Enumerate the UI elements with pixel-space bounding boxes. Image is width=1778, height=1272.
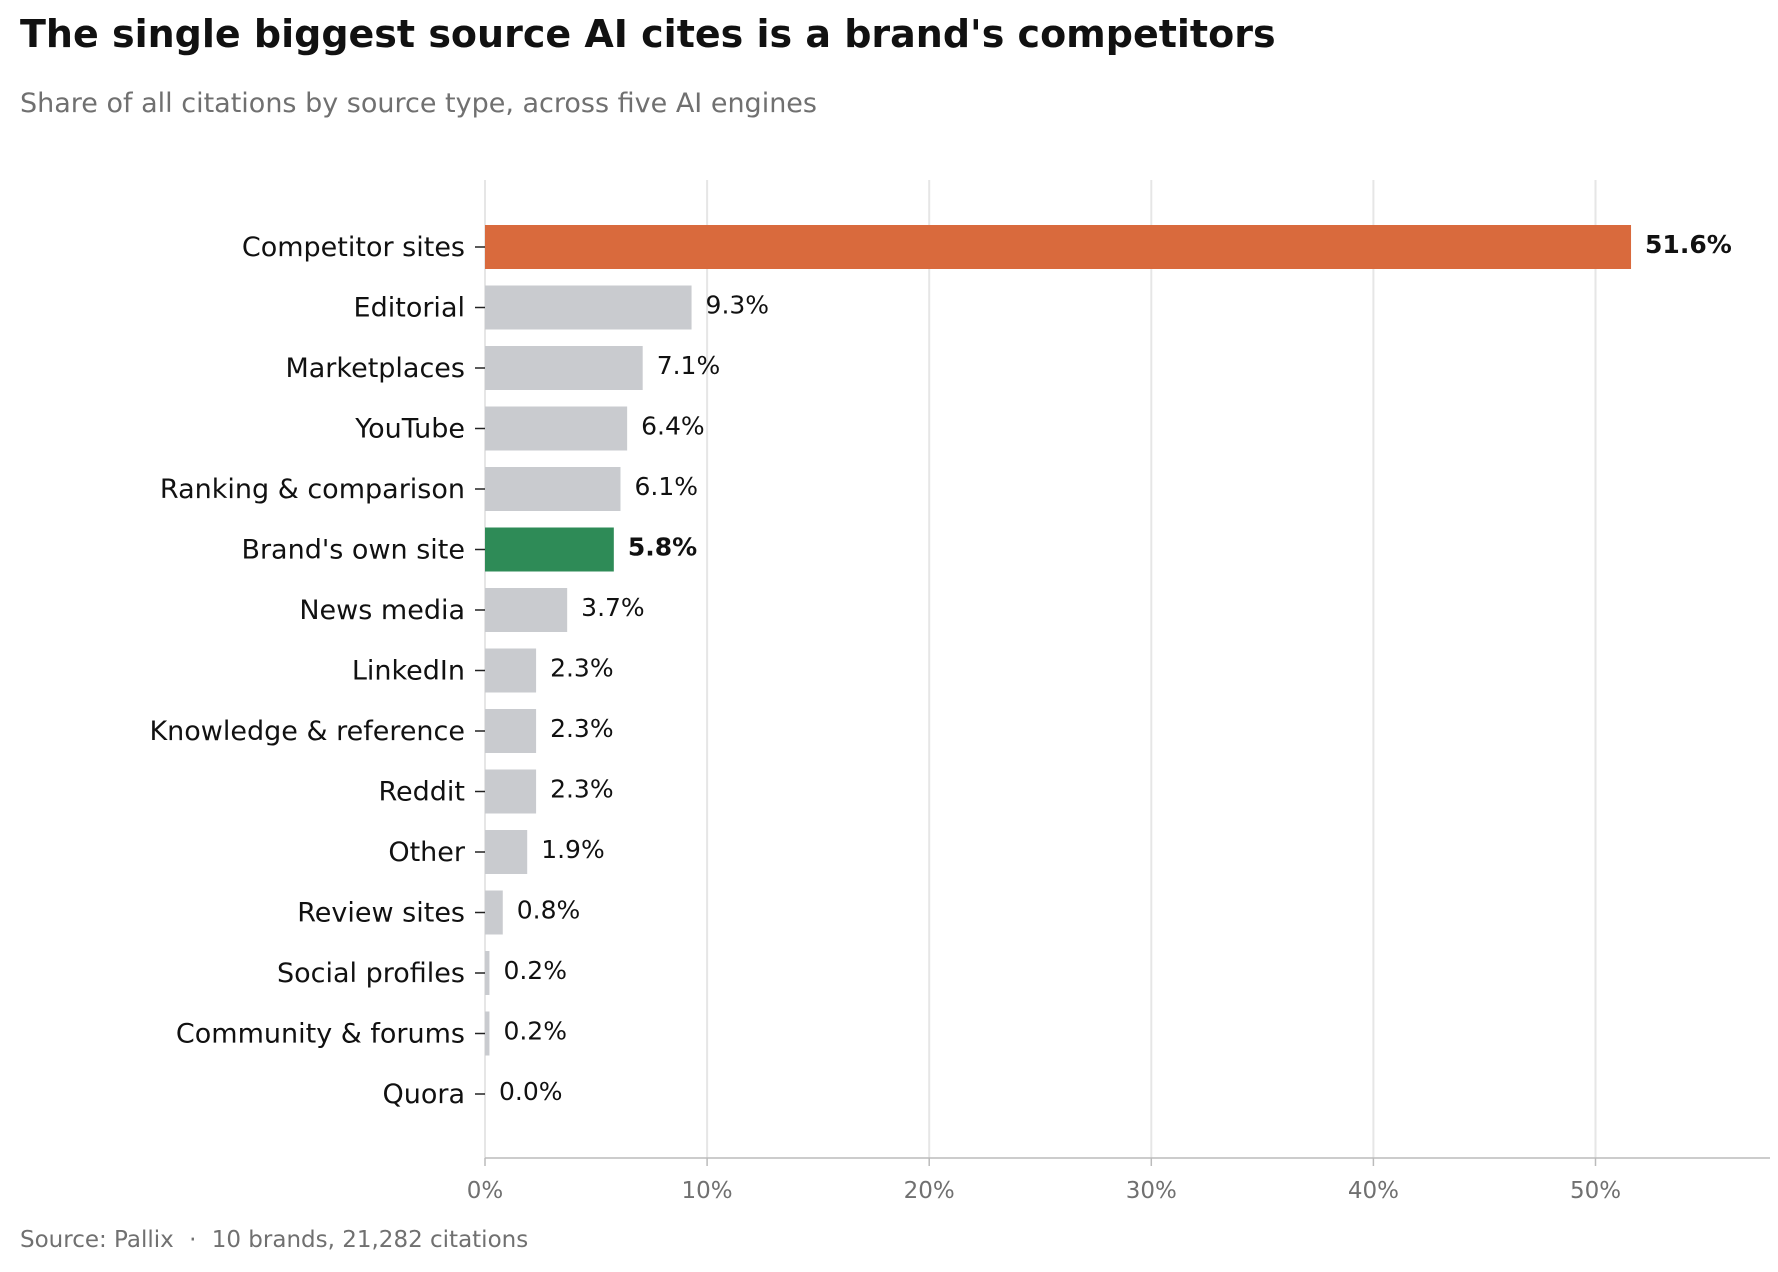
bar [485,285,692,330]
source-detail: 10 brands, 21,282 citations [211,1227,529,1253]
category-label: LinkedIn [352,656,465,687]
labels: Competitor sites 51.6% Editorial 9.3% Market… [149,230,1731,1110]
chart-subtitle: Share of all citations by source type, a… [20,88,817,119]
value-label: 1.9% [541,835,605,864]
x-tick-label: 30% [1126,1178,1177,1204]
bar [485,709,537,753]
x-tick-label: 50% [1570,1178,1621,1204]
category-label: Brand's own site [241,535,465,566]
x-tick-label: 0% [467,1178,504,1204]
value-label: 7.1% [657,351,721,380]
bar [485,951,490,995]
category-label: Quora [382,1079,465,1110]
category-label: YouTube [354,414,465,445]
category-label: Marketplaces [285,353,465,384]
chart-title: The single biggest source AI cites is a … [20,12,1276,56]
source-label: Source: Pallix [20,1227,174,1253]
x-tick-label: 40% [1348,1178,1399,1204]
category-label: Reddit [378,777,465,808]
bar [485,1011,490,1056]
value-label: 3.7% [581,593,645,622]
axes: 0% 10% 20% 30% 40% 50% [467,246,1770,1204]
category-label: Competitor sites [242,232,465,263]
bars [485,225,1632,1056]
value-label: 0.0% [499,1077,563,1106]
value-label: 2.3% [550,654,614,683]
x-tick-label: 10% [682,1178,733,1204]
category-label: Community & forums [176,1019,465,1050]
category-label: Editorial [354,293,465,324]
category-label: Ranking & comparison [160,474,465,505]
category-label: News media [299,595,465,626]
bar [485,346,643,390]
category-label: Review sites [297,898,465,929]
value-label: 9.3% [706,291,770,320]
source-note: Source: Pallix · 10 brands, 21,282 citat… [20,1227,528,1253]
bar [485,588,568,632]
category-label: Other [388,837,466,868]
value-label: 5.8% [628,533,697,562]
category-label: Social profiles [277,958,465,989]
bar [485,648,537,693]
value-label: 0.2% [503,956,567,985]
value-label: 0.2% [503,1017,567,1046]
bar [485,225,1632,269]
value-label: 2.3% [550,775,614,804]
bar [485,769,537,814]
value-label: 6.4% [641,412,705,441]
bar [485,467,621,511]
bar [485,406,628,451]
bar [485,527,614,572]
bar [485,890,503,935]
bar [485,830,528,874]
x-tick-label: 20% [904,1178,955,1204]
value-label: 2.3% [550,714,614,743]
value-label: 51.6% [1645,230,1732,259]
value-label: 6.1% [634,472,698,501]
value-label: 0.8% [517,896,581,925]
source-separator: · [189,1227,197,1253]
category-label: Knowledge & reference [149,716,465,747]
